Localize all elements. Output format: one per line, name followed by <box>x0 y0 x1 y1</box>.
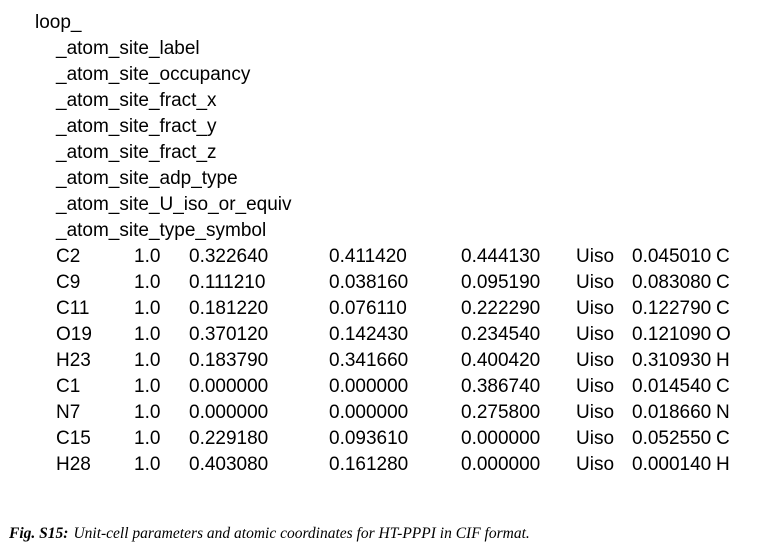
cif-header-line: _atom_site_fract_y <box>56 116 217 137</box>
atom-cell-type_symbol: H <box>716 350 730 371</box>
atom-cell-fract_y: 0.000000 <box>329 402 409 423</box>
atom-cell-type_symbol: C <box>716 272 730 293</box>
atom-row: C2 1.0 0.322640 0.411420 0.444130 Uiso 0.04501… <box>56 244 746 270</box>
atom-cell-occupancy: 1.0 <box>134 428 161 449</box>
cif-header-line: _atom_site_type_symbol <box>56 220 267 241</box>
atom-cell-fract_z: 0.095190 <box>461 272 541 293</box>
atom-cell-adp_type: Uiso <box>576 454 615 475</box>
figure-caption-label: Fig. S15: <box>9 525 69 542</box>
atom-cell-fract_y: 0.076110 <box>329 298 407 319</box>
atom-cell-fract_x: 0.370120 <box>189 324 269 345</box>
atom-row: N7 1.0 0.000000 0.000000 0.275800 Uiso 0.01866… <box>56 400 746 426</box>
atom-cell-fract_x: 0.322640 <box>189 246 269 267</box>
atom-row: C1 1.0 0.000000 0.000000 0.386740 Uiso 0.01454… <box>56 374 746 400</box>
atom-cell-fract_y: 0.093610 <box>329 428 409 449</box>
atom-row: H28 1.0 0.403080 0.161280 0.000000 Uiso 0.0001… <box>56 452 746 478</box>
atom-cell-occupancy: 1.0 <box>134 298 161 319</box>
atom-cell-label: N7 <box>56 402 81 423</box>
atom-cell-fract_z: 0.000000 <box>461 454 541 475</box>
atom-cell-adp_type: Uiso <box>576 402 615 423</box>
atom-table-body: C2 1.0 0.322640 0.411420 0.444130 Uiso 0.04501… <box>56 244 746 478</box>
atom-cell-type_symbol: C <box>716 428 730 449</box>
atom-cell-label: C2 <box>56 246 81 267</box>
atom-cell-type_symbol: O <box>716 324 731 345</box>
atom-cell-fract_x: 0.229180 <box>189 428 269 449</box>
cif-header-line: _atom_site_fract_x <box>56 90 217 111</box>
atom-cell-fract_z: 0.444130 <box>461 246 541 267</box>
atom-cell-fract_z: 0.386740 <box>461 376 541 397</box>
atom-cell-occupancy: 1.0 <box>134 324 161 345</box>
atom-cell-fract_y: 0.142430 <box>329 324 409 345</box>
atom-cell-adp_type: Uiso <box>576 272 615 293</box>
figure-caption: Fig. S15: Unit-cell parameters and atomic… <box>9 525 530 543</box>
atom-row: O19 1.0 0.370120 0.142430 0.234540 Uiso 0.1210… <box>56 322 746 348</box>
atom-cell-fract_z: 0.400420 <box>461 350 541 371</box>
atom-cell-fract_y: 0.038160 <box>329 272 409 293</box>
atom-cell-adp_type: Uiso <box>576 376 615 397</box>
atom-cell-fract_x: 0.183790 <box>189 350 269 371</box>
atom-cell-occupancy: 1.0 <box>134 350 161 371</box>
atom-row: H23 1.0 0.183790 0.341660 0.400420 Uiso 0.3109… <box>56 348 746 374</box>
atom-cell-type_symbol: C <box>716 376 730 397</box>
atom-cell-label: H28 <box>56 454 91 475</box>
cif-header-line: _atom_site_label <box>56 38 200 59</box>
cif-header-list: _atom_site_label _atom_site_occupancy _ato… <box>35 36 773 244</box>
atom-cell-fract_x: 0.000000 <box>189 376 269 397</box>
cif-loop-keyword: loop_ <box>35 12 82 33</box>
atom-cell-label: C9 <box>56 272 81 293</box>
atom-coordinates-table: C2 1.0 0.322640 0.411420 0.444130 Uiso 0.04501… <box>56 244 746 478</box>
atom-cell-occupancy: 1.0 <box>134 402 161 423</box>
cif-text-block: loop_ _atom_site_label _atom_site_occupan… <box>35 12 773 478</box>
atom-cell-adp_type: Uiso <box>576 350 615 371</box>
atom-cell-fract_y: 0.161280 <box>329 454 409 475</box>
atom-cell-fract_y: 0.341660 <box>329 350 409 371</box>
atom-cell-U_iso_or_equiv: 0.014540 <box>632 376 712 397</box>
atom-row: C9 1.0 0.111210 0.038160 0.095190 Uiso 0.08308… <box>56 270 746 296</box>
atom-cell-adp_type: Uiso <box>576 246 615 267</box>
atom-cell-adp_type: Uiso <box>576 428 615 449</box>
atom-cell-label: C1 <box>56 376 81 397</box>
atom-cell-fract_x: 0.111210 <box>189 272 266 293</box>
cif-header-line: _atom_site_U_iso_or_equiv <box>56 194 292 215</box>
atom-cell-occupancy: 1.0 <box>134 272 161 293</box>
cif-header-line: _atom_site_adp_type <box>56 168 238 189</box>
atom-cell-label: C15 <box>56 428 91 449</box>
atom-cell-fract_x: 0.403080 <box>189 454 269 475</box>
atom-cell-fract_z: 0.000000 <box>461 428 541 449</box>
cif-header-line: _atom_site_occupancy <box>56 64 251 85</box>
atom-cell-U_iso_or_equiv: 0.083080 <box>632 272 712 293</box>
atom-row: C15 1.0 0.229180 0.093610 0.000000 Uiso 0.0525… <box>56 426 746 452</box>
atom-cell-adp_type: Uiso <box>576 324 615 345</box>
atom-row: C11 1.0 0.181220 0.076110 0.222290 Uiso 0.1227… <box>56 296 746 322</box>
figure-caption-text: Unit-cell parameters and atomic coordina… <box>73 525 530 542</box>
atom-cell-occupancy: 1.0 <box>134 454 161 475</box>
atom-cell-U_iso_or_equiv: 0.018660 <box>632 402 712 423</box>
atom-cell-label: C11 <box>56 298 90 319</box>
atom-cell-U_iso_or_equiv: 0.052550 <box>632 428 712 449</box>
atom-cell-fract_y: 0.411420 <box>329 246 407 267</box>
atom-cell-U_iso_or_equiv: 0.310930 <box>632 350 712 371</box>
atom-cell-type_symbol: C <box>716 246 730 267</box>
atom-cell-fract_x: 0.000000 <box>189 402 269 423</box>
atom-cell-fract_x: 0.181220 <box>189 298 269 319</box>
atom-cell-label: O19 <box>56 324 92 345</box>
atom-cell-type_symbol: N <box>716 402 730 423</box>
atom-cell-occupancy: 1.0 <box>134 246 161 267</box>
atom-cell-U_iso_or_equiv: 0.121090 <box>632 324 712 345</box>
atom-cell-occupancy: 1.0 <box>134 376 161 397</box>
atom-cell-U_iso_or_equiv: 0.122790 <box>632 298 712 319</box>
cif-header-line: _atom_site_fract_z <box>56 142 217 163</box>
atom-cell-type_symbol: H <box>716 454 730 475</box>
atom-cell-fract_z: 0.222290 <box>461 298 541 319</box>
atom-cell-fract_z: 0.234540 <box>461 324 541 345</box>
atom-cell-fract_y: 0.000000 <box>329 376 409 397</box>
atom-cell-adp_type: Uiso <box>576 298 615 319</box>
atom-cell-label: H23 <box>56 350 91 371</box>
atom-cell-U_iso_or_equiv: 0.045010 <box>632 246 712 267</box>
atom-cell-U_iso_or_equiv: 0.000140 <box>632 454 712 475</box>
atom-cell-type_symbol: C <box>716 298 730 319</box>
atom-cell-fract_z: 0.275800 <box>461 402 541 423</box>
